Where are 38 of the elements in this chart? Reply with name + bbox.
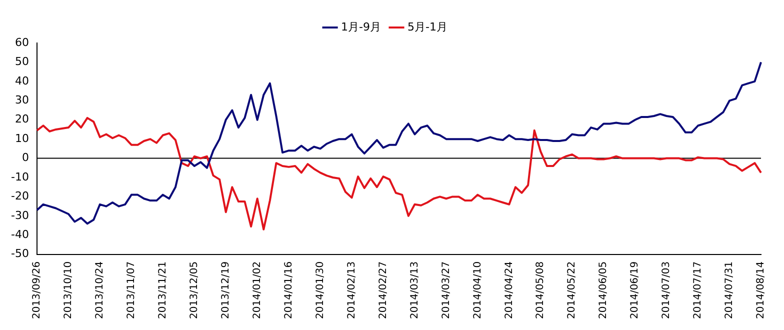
x-tick-label: 2014/04/24 xyxy=(504,261,515,320)
x-tick-label: 2014/05/08 xyxy=(535,261,546,320)
y-tick-label: -30 xyxy=(11,208,29,222)
x-tick-label: 2014/07/31 xyxy=(724,261,736,320)
legend-label: 5月-1月 xyxy=(408,20,448,34)
x-tick-label: 2014/02/27 xyxy=(378,261,389,320)
y-tick-label: 40 xyxy=(14,74,29,88)
legend-label: 1月-9月 xyxy=(341,20,381,34)
x-tick-label: 2013/09/26 xyxy=(32,261,43,320)
x-tick-label: 2014/03/13 xyxy=(409,261,420,320)
y-tick-label: 30 xyxy=(14,94,29,107)
x-tick-label: 2014/02/13 xyxy=(346,261,358,320)
x-tick-label: 2014/07/03 xyxy=(661,261,672,320)
y-tick-label: 20 xyxy=(14,112,29,126)
x-tick-label: 2014/01/16 xyxy=(283,261,294,320)
x-tick-label: 2014/06/19 xyxy=(630,261,641,320)
x-tick-label: 2014/06/05 xyxy=(598,261,610,320)
x-tick-label: 2014/08/14 xyxy=(756,261,767,320)
x-tick-label: 2013/11/21 xyxy=(157,261,168,320)
y-tick-label: -50 xyxy=(11,247,29,260)
y-tick-label: 0 xyxy=(22,151,29,164)
x-tick-label: 2014/03/27 xyxy=(440,261,452,320)
x-tick-label: 2014/07/17 xyxy=(692,261,704,320)
x-tick-label: 2014/05/22 xyxy=(566,261,578,320)
y-tick-label: -20 xyxy=(11,190,29,203)
x-tick-label: 2013/12/05 xyxy=(188,261,200,320)
x-tick-label: 2014/01/30 xyxy=(314,261,326,320)
x-tick-label: 2013/10/10 xyxy=(63,261,74,320)
y-tick-label: -40 xyxy=(11,228,29,242)
x-tick-label: 2013/11/07 xyxy=(126,261,137,320)
x-tick-label: 2014/01/02 xyxy=(252,261,263,320)
y-tick-label: 10 xyxy=(14,132,29,145)
y-tick-label: 60 xyxy=(14,36,29,49)
y-tick-label: -10 xyxy=(11,170,29,184)
y-tick-label: 50 xyxy=(14,55,29,68)
x-tick-label: 2013/12/19 xyxy=(220,261,232,320)
x-tick-label: 2014/04/10 xyxy=(472,261,484,320)
x-tick-label: 2013/10/24 xyxy=(94,261,106,320)
